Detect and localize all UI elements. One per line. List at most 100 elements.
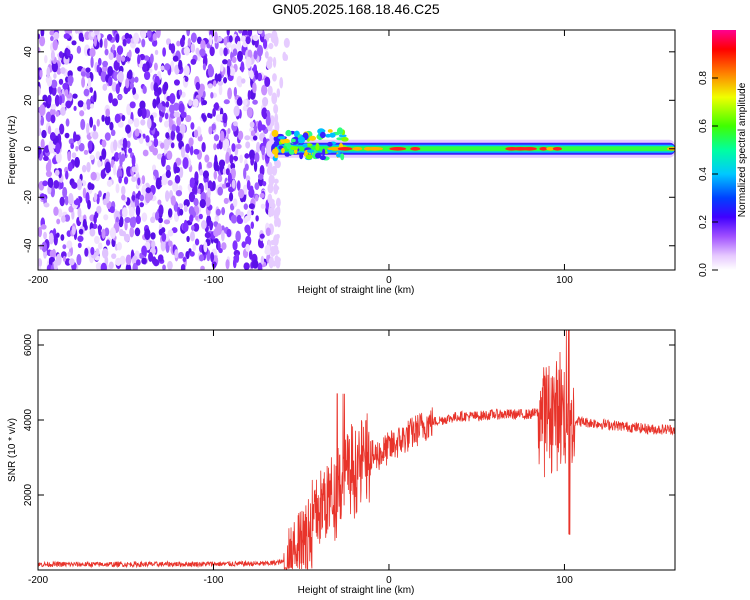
heatmap-cell [95,262,102,270]
heatmap-cell [268,42,274,50]
heatmap-cell [122,207,128,218]
heatmap-cell [231,56,237,64]
heatmap-cell [42,94,48,102]
heatmap-cell [100,262,107,270]
heatmap-cell [214,102,220,111]
heatmap-cell [217,174,223,183]
heatmap-cell [220,63,224,72]
heatmap-cell [111,98,119,107]
x-tick-label: 0 [386,575,392,586]
heatmap-cell [257,72,263,82]
heatmap-cell [192,98,199,108]
heatmap-cell [207,180,213,191]
heatmap-cell [54,169,60,176]
heatmap-cell [122,38,127,47]
heatmap-cell [109,206,115,214]
heatmap-cell [274,113,279,124]
heatmap-cell [336,127,344,135]
heatmap-cell [196,36,202,45]
heatmap-cell [200,265,205,270]
heatmap-cell [189,145,194,156]
heatmap-cell [195,81,201,91]
heatmap-cell [70,143,75,150]
heatmap-cell [56,232,60,238]
x-tick-label: 100 [556,575,573,586]
heatmap-cell [137,54,141,65]
heatmap-cell [76,254,82,266]
heatmap-cell [193,198,199,207]
heatmap-cell [188,137,194,147]
heatmap-cell [273,244,279,253]
heatmap-cell [115,33,120,43]
heatmap-cell [47,125,52,135]
heatmap-cell [180,263,186,270]
heatmap-cell [262,111,268,120]
heatmap-cell [199,169,204,176]
heatmap-cell [79,110,85,117]
heatmap-cell [78,32,84,42]
heatmap-cell [78,142,85,152]
heatmap-cell [81,76,86,88]
heatmap-cell [223,47,228,57]
heatmap-cell [108,52,114,60]
heatmap-cell [290,146,299,151]
heatmap-cell [175,125,181,134]
heatmap-cell [77,100,84,108]
heatmap-cell [227,172,232,185]
heatmap-cells [38,30,675,270]
heatmap-cell [129,216,137,229]
heatmap-cell [43,202,50,208]
heatmap-cell [129,81,134,90]
heatmap-cell [65,118,70,127]
heatmap-cell [185,143,191,154]
heatmap-cell [198,254,205,262]
heatmap-cell [245,141,251,149]
heatmap-cell [277,136,286,140]
heatmap-cell [133,93,139,100]
heatmap-cell [98,224,102,236]
heatmap-cell [64,195,69,206]
y-tick-label: -20 [23,190,34,205]
heatmap-cell [252,259,259,269]
heatmap-cell [279,77,284,89]
heatmap-cell [66,49,71,57]
heatmap-cell [97,159,102,168]
heatmap-cell [49,108,56,116]
heatmap-cell [116,168,123,180]
heatmap-cell [297,136,306,144]
heatmap-cell [264,51,269,59]
heatmap-cell [273,183,279,195]
heatmap-cell [153,62,158,71]
heatmap-cell [260,203,266,209]
heatmap-cell [62,186,68,199]
heatmap-cell [257,262,263,270]
heatmap-cell [163,81,169,92]
heatmap-cell [64,214,71,222]
heatmap-cell [62,82,69,90]
heatmap-cell [134,47,140,54]
heatmap-cell [38,112,42,123]
heatmap-cell [192,243,197,252]
heatmap-cell [329,132,336,138]
heatmap-cell [259,242,264,249]
heatmap-cell [366,146,384,151]
heatmap-cell [250,221,255,230]
heatmap-cell [133,117,140,128]
heatmap-cell [209,34,213,46]
heatmap-cell [87,199,91,210]
heatmap-cell [105,239,111,246]
heatmap-cell [152,169,159,177]
heatmap-cell [226,42,232,49]
heatmap-cell [245,243,250,253]
heatmap-cell [77,207,82,218]
heatmap-cell [65,170,69,180]
heatmap-cell [68,205,74,213]
heatmap-cell [137,107,143,117]
heatmap-cell [273,178,279,184]
heatmap-cell [39,243,43,250]
heatmap-cell [186,235,190,243]
heatmap-cell [223,36,228,46]
heatmap-cell [167,208,173,218]
heatmap-cell [217,186,224,196]
heatmap-cell [209,221,213,231]
